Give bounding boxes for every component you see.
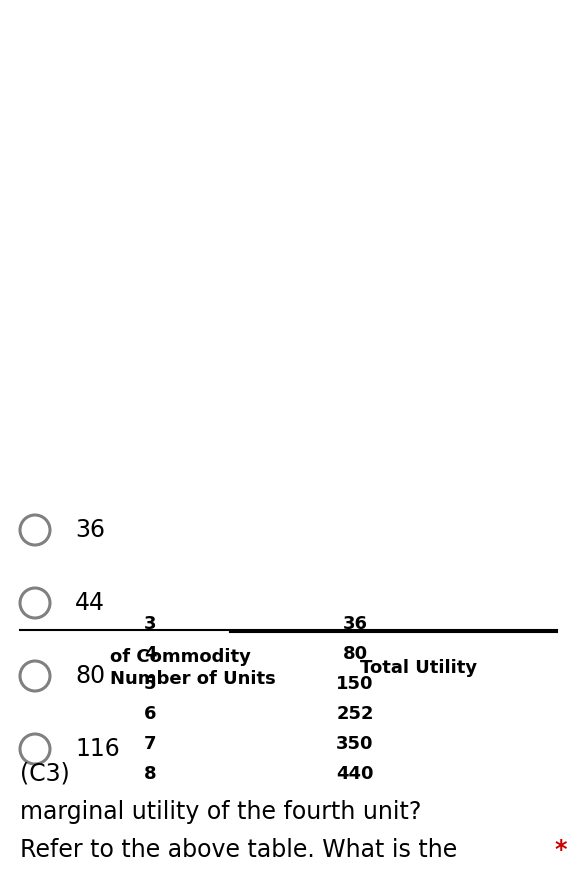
Text: 36: 36 — [75, 518, 105, 542]
Text: 252: 252 — [336, 705, 374, 723]
Text: Number of Units: Number of Units — [110, 670, 276, 688]
Text: 80: 80 — [75, 664, 105, 688]
Text: 4: 4 — [144, 645, 156, 663]
Text: 8: 8 — [144, 765, 156, 783]
Text: of Commodity: of Commodity — [110, 648, 251, 666]
Text: 5: 5 — [144, 675, 156, 693]
Text: 80: 80 — [342, 645, 368, 663]
Text: 3: 3 — [144, 615, 156, 633]
Text: *: * — [554, 838, 567, 862]
Text: 440: 440 — [336, 765, 374, 783]
Text: (C3): (C3) — [20, 762, 70, 786]
Text: 6: 6 — [144, 705, 156, 723]
Text: 116: 116 — [75, 737, 120, 761]
Text: Total Utility: Total Utility — [360, 659, 477, 677]
Text: marginal utility of the fourth unit?: marginal utility of the fourth unit? — [20, 800, 421, 824]
Text: 36: 36 — [343, 615, 368, 633]
Text: 7: 7 — [144, 735, 156, 753]
Text: 44: 44 — [75, 591, 105, 615]
Text: Refer to the above table. What is the: Refer to the above table. What is the — [20, 838, 457, 862]
Text: 350: 350 — [336, 735, 374, 753]
Text: 150: 150 — [336, 675, 374, 693]
